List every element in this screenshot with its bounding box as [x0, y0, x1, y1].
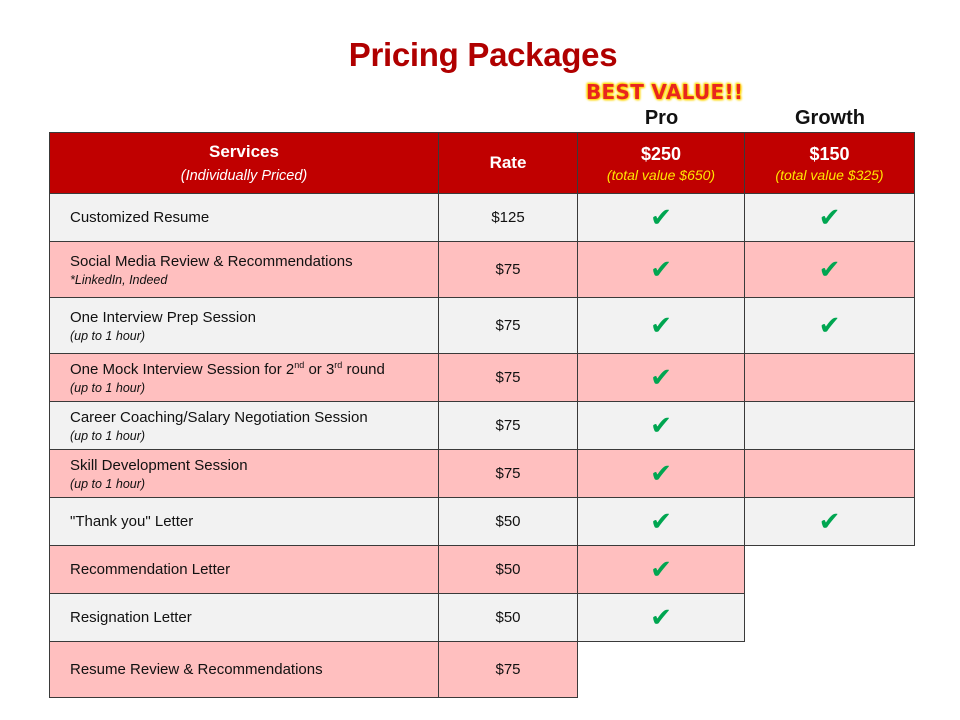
header-rate-label: Rate [489, 153, 527, 172]
rate-cell: $75 [439, 642, 578, 698]
rate-value: $125 [491, 209, 525, 226]
pro-cell: ✔ [578, 242, 745, 298]
service-name: Career Coaching/Salary Negotiation Sessi… [70, 408, 368, 426]
service-name: One Mock Interview Session for 2nd or 3r… [70, 360, 385, 378]
service-name: Resume Review & Recommendations [70, 661, 323, 678]
header-services-sub: (Individually Priced) [180, 168, 308, 184]
growth-cell: ✔ [745, 498, 915, 546]
checkmark-icon: ✔ [650, 602, 672, 633]
rate-cell: $75 [439, 450, 578, 498]
pro-cell: ✔ [578, 546, 745, 594]
checkmark-icon: ✔ [818, 254, 841, 285]
service-name: Customized Resume [70, 209, 210, 226]
rate-value: $50 [495, 513, 521, 530]
service-name: Social Media Review & Recommendations [70, 252, 353, 270]
service-cell: Resume Review & Recommendations [49, 642, 439, 698]
pro-cell: ✔ [578, 354, 745, 402]
plan-name-growth: Growth [795, 107, 865, 129]
service-name: Recommendation Letter [70, 561, 231, 578]
service-name: "Thank you" Letter [70, 513, 194, 530]
pro-cell: ✔ [578, 594, 745, 642]
checkmark-icon: ✔ [650, 362, 672, 393]
page-title: Pricing Packages [348, 36, 618, 73]
service-cell: Skill Development Session (up to 1 hour) [49, 450, 439, 498]
checkmark-icon: ✔ [650, 310, 672, 341]
service-note: (up to 1 hour) [70, 428, 146, 443]
rate-value: $50 [495, 609, 521, 626]
growth-cell: ✔ [745, 242, 915, 298]
checkmark-icon: ✔ [650, 554, 672, 585]
rate-value: $75 [495, 261, 521, 278]
rate-cell: $75 [439, 354, 578, 402]
rate-cell: $50 [439, 498, 578, 546]
rate-cell: $125 [439, 194, 578, 242]
rate-value: $75 [495, 465, 521, 482]
growth-cell [745, 450, 915, 498]
growth-cell: ✔ [745, 194, 915, 242]
rate-cell: $75 [439, 402, 578, 450]
growth-cell [745, 402, 915, 450]
header-growth: $150 (total value $325) [745, 132, 915, 194]
service-note: (up to 1 hour) [70, 328, 146, 343]
rate-value: $75 [495, 661, 521, 678]
service-note: (up to 1 hour) [70, 476, 146, 491]
checkmark-icon: ✔ [650, 254, 672, 285]
rate-value: $75 [495, 369, 521, 386]
header-services-label: Services [209, 142, 279, 161]
checkmark-icon: ✔ [818, 202, 841, 233]
rate-cell: $50 [439, 546, 578, 594]
service-cell: One Interview Prep Session (up to 1 hour) [49, 298, 439, 354]
service-cell: Career Coaching/Salary Negotiation Sessi… [49, 402, 439, 450]
rate-value: $75 [495, 317, 521, 334]
pro-cell: ✔ [578, 498, 745, 546]
pro-price: $250 [640, 143, 682, 164]
pro-cell: ✔ [578, 298, 745, 354]
plan-name-pro: Pro [644, 107, 679, 129]
best-value-badge: BEST VALUE!! [586, 80, 744, 104]
growth-cell [745, 354, 915, 402]
service-cell: Social Media Review & Recommendations *Li… [49, 242, 439, 298]
header-services: Services (Individually Priced) [49, 132, 439, 194]
pro-cell: ✔ [578, 450, 745, 498]
header-pro: $250 (total value $650) [578, 132, 745, 194]
rate-value: $75 [495, 417, 521, 434]
pro-cell: ✔ [578, 194, 745, 242]
service-cell: Resignation Letter [49, 594, 439, 642]
checkmark-icon: ✔ [650, 202, 672, 233]
pro-total-value: (total value $650) [606, 166, 716, 183]
service-cell: Customized Resume [49, 194, 439, 242]
service-cell: "Thank you" Letter [49, 498, 439, 546]
rate-cell: $75 [439, 242, 578, 298]
checkmark-icon: ✔ [650, 506, 672, 537]
service-name: One Interview Prep Session [70, 308, 256, 326]
service-name: Resignation Letter [70, 609, 192, 626]
service-cell: One Mock Interview Session for 2nd or 3r… [49, 354, 439, 402]
header-rate: Rate [439, 132, 578, 194]
pro-cell: ✔ [578, 402, 745, 450]
checkmark-icon: ✔ [818, 506, 841, 537]
service-name: Skill Development Session [70, 456, 248, 474]
service-cell: Recommendation Letter [49, 546, 439, 594]
service-note: (up to 1 hour) [70, 381, 146, 395]
rate-value: $50 [495, 561, 521, 578]
checkmark-icon: ✔ [650, 458, 672, 489]
rate-cell: $75 [439, 298, 578, 354]
rate-cell: $50 [439, 594, 578, 642]
service-note: *LinkedIn, Indeed [70, 272, 168, 287]
checkmark-icon: ✔ [818, 310, 841, 341]
growth-price: $150 [809, 143, 850, 164]
growth-cell: ✔ [745, 298, 915, 354]
checkmark-icon: ✔ [650, 410, 672, 441]
growth-total-value: (total value $325) [775, 166, 884, 183]
